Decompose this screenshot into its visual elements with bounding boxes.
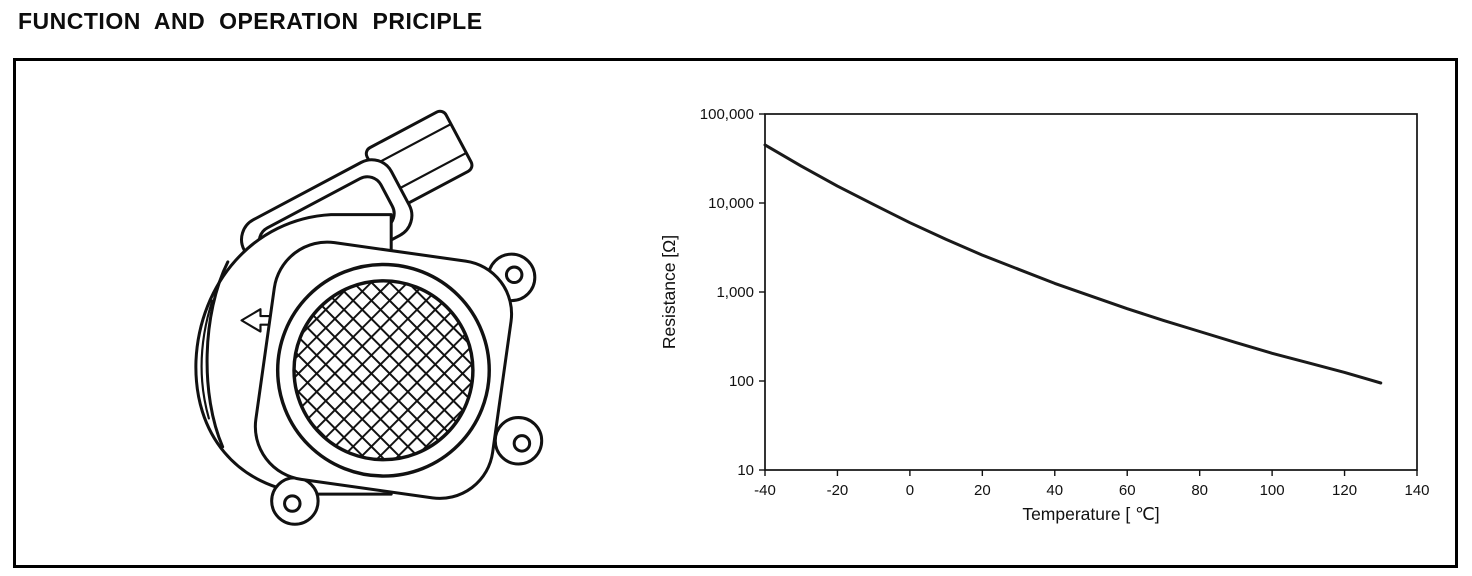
- page-title: FUNCTION AND OPERATION PRICIPLE: [18, 8, 483, 34]
- y-tick-label: 1,000: [716, 284, 754, 301]
- x-tick-label: 120: [1332, 482, 1357, 499]
- resistance-temperature-chart-svg: -40 -20 0 20 40 60 80 100 120 140 10 100 1,000 10,000…: [659, 106, 1430, 524]
- x-tick-label: 60: [1119, 482, 1136, 499]
- x-tick-label: 80: [1191, 482, 1208, 499]
- y-tick-label: 10: [737, 462, 754, 479]
- x-tick-label: 20: [974, 482, 991, 499]
- sensor-illustration-container: [116, 96, 546, 531]
- mesh-screen-icon: [292, 278, 475, 461]
- x-axis-label: Temperature [ ℃]: [1022, 504, 1159, 524]
- y-tick-label: 10,000: [708, 195, 754, 212]
- figure-panel: -40 -20 0 20 40 60 80 100 120 140 10 100 1,000 10,000…: [13, 58, 1458, 568]
- x-tick-label: 40: [1046, 482, 1063, 499]
- y-tick-label: 100: [729, 373, 754, 390]
- air-flow-sensor-drawing: [194, 109, 544, 526]
- x-tick-label: -20: [827, 482, 849, 499]
- x-tick-label: 100: [1260, 482, 1285, 499]
- x-tick-label: -40: [754, 482, 776, 499]
- x-tick-label: 140: [1404, 482, 1429, 499]
- y-axis-label: Resistance [Ω]: [659, 235, 679, 349]
- y-tick-label: 100,000: [700, 106, 754, 123]
- x-tick-label: 0: [906, 482, 914, 499]
- resistance-temperature-chart: -40 -20 0 20 40 60 80 100 120 140 10 100 1,000 10,000…: [653, 98, 1433, 528]
- chart-frame: [764, 113, 1418, 471]
- resistance-curve: [763, 143, 1383, 385]
